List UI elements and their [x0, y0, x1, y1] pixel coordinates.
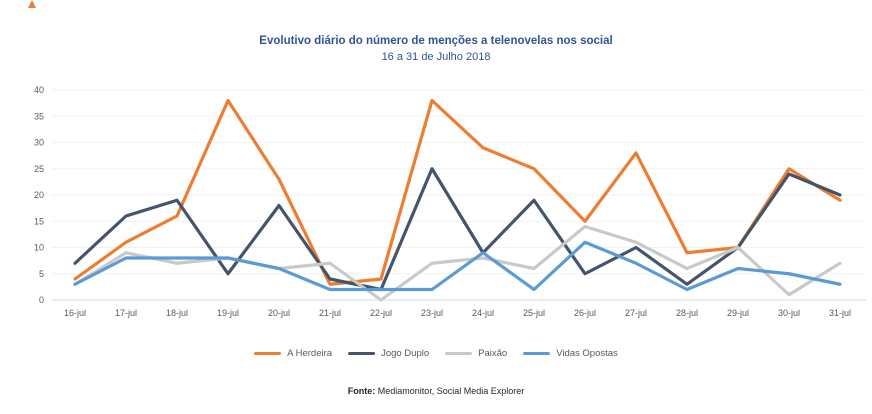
series-line-jogo-duplo: [73, 167, 842, 292]
x-tick-label: 27-jul: [625, 308, 647, 318]
y-tick-label: 10: [34, 243, 44, 253]
x-tick-label: 22-jul: [370, 308, 392, 318]
y-tick-label: 40: [34, 85, 44, 95]
x-tick-label: 25-jul: [523, 308, 545, 318]
legend-line-swatch-a-herdeira: [254, 351, 282, 356]
y-tick-label: 0: [39, 295, 44, 305]
source-note: Fonte: Mediamonitor, Social Media Explor…: [0, 386, 872, 396]
source-note-label: Fonte:: [347, 386, 376, 396]
plot-area: 0 5 10 15 20 25 30 35 40 16-jul 17-jul 18-jul 19-jul…: [34, 85, 866, 318]
x-tick-label: 29-jul: [727, 308, 749, 318]
x-tick-label: 16-jul: [64, 308, 86, 318]
x-tick-label: 19-jul: [217, 308, 239, 318]
chart-header: Evolutivo diário do número de menções a …: [0, 33, 872, 66]
legend-label-jogo-duplo: Jogo Duplo: [381, 348, 430, 359]
x-tick-label: 18-jul: [166, 308, 188, 318]
x-tick-label: 31-jul: [829, 308, 851, 318]
x-tick-label: 24-jul: [472, 308, 494, 318]
x-tick-label: 23-jul: [421, 308, 443, 318]
x-tick-label: 26-jul: [574, 308, 596, 318]
legend-item-vidas-opostas: Vidas Opostas: [523, 348, 618, 359]
series-line-paixão: [73, 224, 842, 302]
series-line-a-herdeira: [73, 98, 842, 286]
legend-label-vidas-opostas: Vidas Opostas: [556, 348, 618, 359]
legend-label-a-herdeira: A Herdeira: [287, 348, 333, 359]
chart-title: Evolutivo diário do número de menções a …: [259, 35, 613, 47]
source-note-text: Mediamonitor, Social Media Explorer: [375, 386, 525, 396]
legend-item-a-herdeira: A Herdeira: [254, 348, 332, 359]
legend-item-jogo-duplo: Jogo Duplo: [348, 348, 429, 359]
x-tick-label: 28-jul: [676, 308, 698, 318]
chart-legend: A Herdeira Jogo Duplo Paixão Vidas Opost…: [0, 348, 872, 359]
corner-flag-icon: [28, 0, 36, 8]
legend-item-paixao: Paixão: [445, 348, 507, 359]
legend-line-swatch-vidas-opostas: [523, 351, 551, 356]
y-tick-label: 30: [34, 138, 44, 148]
y-tick-label: 25: [34, 164, 44, 174]
y-tick-label: 35: [34, 111, 44, 121]
x-tick-label: 17-jul: [115, 308, 137, 318]
y-tick-label: 20: [34, 190, 44, 200]
legend-line-swatch-jogo-duplo: [348, 351, 376, 356]
series-line-vidas-opostas: [73, 240, 842, 292]
y-tick-label: 5: [39, 269, 44, 279]
legend-line-swatch-paixao: [445, 351, 473, 356]
x-tick-label: 20-jul: [268, 308, 290, 318]
y-tick-label: 15: [34, 216, 44, 226]
legend-label-paixao: Paixão: [478, 348, 508, 359]
chart-subtitle: 16 a 31 de Julho 2018: [381, 50, 491, 63]
x-tick-label: 21-jul: [319, 308, 341, 318]
x-tick-label: 30-jul: [778, 308, 800, 318]
